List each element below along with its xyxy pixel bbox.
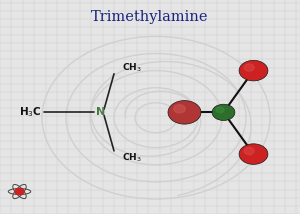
Circle shape bbox=[174, 105, 185, 113]
Text: CH$_3$: CH$_3$ bbox=[122, 151, 141, 163]
Text: H$_3$C: H$_3$C bbox=[19, 106, 41, 119]
Circle shape bbox=[168, 101, 201, 124]
Circle shape bbox=[239, 144, 268, 164]
Text: Trimethylamine: Trimethylamine bbox=[91, 10, 209, 24]
Circle shape bbox=[212, 104, 235, 120]
Circle shape bbox=[216, 107, 224, 113]
Circle shape bbox=[244, 64, 254, 71]
Circle shape bbox=[15, 188, 24, 195]
Circle shape bbox=[244, 147, 254, 155]
Text: CH$_3$: CH$_3$ bbox=[122, 61, 141, 74]
Text: N: N bbox=[96, 107, 105, 117]
Circle shape bbox=[239, 60, 268, 81]
